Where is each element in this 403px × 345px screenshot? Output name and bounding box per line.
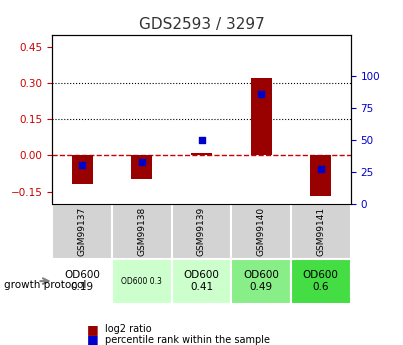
Text: ■: ■	[87, 333, 99, 345]
Bar	[131, 155, 152, 179]
Text: GSM99138: GSM99138	[137, 207, 146, 256]
Text: OD600
0.41: OD600 0.41	[183, 270, 220, 292]
Text: OD600
0.6: OD600 0.6	[303, 270, 339, 292]
FancyBboxPatch shape	[52, 204, 112, 259]
Text: OD600 0.3: OD600 0.3	[121, 277, 162, 286]
Point	[318, 167, 324, 172]
Bar	[191, 153, 212, 155]
FancyBboxPatch shape	[112, 204, 172, 259]
Point	[139, 159, 145, 165]
FancyBboxPatch shape	[52, 259, 112, 304]
Text: OD600
0.49: OD600 0.49	[243, 270, 279, 292]
Text: growth protocol: growth protocol	[4, 280, 86, 289]
Point	[79, 163, 85, 168]
FancyBboxPatch shape	[112, 259, 172, 304]
Bar	[72, 155, 93, 184]
FancyBboxPatch shape	[291, 259, 351, 304]
Bar	[251, 78, 272, 155]
Text: log2 ratio: log2 ratio	[105, 325, 152, 334]
Bar	[310, 155, 331, 196]
Text: GSM99140: GSM99140	[257, 207, 266, 256]
Point	[258, 91, 264, 97]
Point	[198, 137, 205, 143]
FancyBboxPatch shape	[291, 204, 351, 259]
FancyBboxPatch shape	[172, 204, 231, 259]
Text: ■: ■	[87, 323, 99, 336]
Text: percentile rank within the sample: percentile rank within the sample	[105, 335, 270, 345]
FancyBboxPatch shape	[231, 204, 291, 259]
Title: GDS2593 / 3297: GDS2593 / 3297	[139, 17, 264, 32]
Text: OD600
0.19: OD600 0.19	[64, 270, 100, 292]
Text: GSM99141: GSM99141	[316, 207, 325, 256]
Text: GSM99137: GSM99137	[78, 207, 87, 256]
FancyBboxPatch shape	[172, 259, 231, 304]
Text: GSM99139: GSM99139	[197, 207, 206, 256]
FancyBboxPatch shape	[231, 259, 291, 304]
